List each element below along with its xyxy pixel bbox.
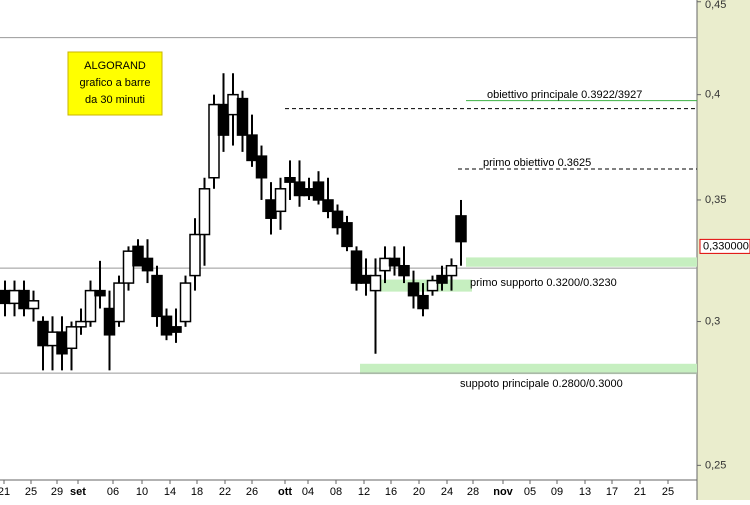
x-tick-label: 26	[246, 486, 258, 498]
candle-body	[37, 320, 49, 347]
x-tick-label: 20	[413, 486, 425, 498]
x-tick-label: 25	[25, 486, 37, 498]
chart-title: da 30 minuti	[85, 94, 145, 106]
candle-body	[18, 289, 30, 310]
x-tick-label: 14	[164, 486, 176, 498]
candle-body	[246, 134, 258, 162]
candle-body	[388, 257, 401, 267]
x-tick-label: 06	[107, 486, 119, 498]
candle-body	[208, 103, 220, 179]
candle-body	[179, 282, 192, 323]
candle-body	[8, 289, 21, 305]
candle-body	[217, 103, 230, 136]
annotation: obiettivo principale 0.3922/3927	[487, 89, 642, 101]
annotation: primo supporto 0.3200/0.3230	[470, 277, 617, 289]
x-tick-label: 21	[634, 486, 646, 498]
y-tick-label: 0,45	[705, 0, 726, 11]
candle-body	[341, 222, 353, 248]
candle-body	[151, 274, 163, 318]
candle-body	[274, 188, 287, 213]
candle-body	[141, 257, 154, 272]
y-tick-label: 0,25	[705, 459, 726, 471]
candle-body	[132, 245, 144, 267]
x-tick-label: 24	[441, 486, 453, 498]
candle-body	[227, 93, 239, 116]
candle-body	[417, 294, 429, 310]
x-tick-label: 28	[467, 486, 479, 498]
x-tick-label: 29	[51, 486, 63, 498]
candle-body	[84, 289, 97, 323]
x-tick-label: 10	[136, 486, 148, 498]
x-tick-label: 05	[524, 486, 536, 498]
candle-body	[312, 181, 325, 201]
candle-body	[426, 279, 439, 292]
annotation: suppoto principale 0.2800/0.3000	[460, 378, 623, 390]
x-tick-label: 21	[0, 486, 10, 498]
candle-body	[65, 326, 78, 350]
x-tick-label: 13	[579, 486, 591, 498]
x-tick-label: 25	[662, 486, 674, 498]
chart-title: ALGORAND	[84, 60, 146, 72]
y-tick-label: 0,3	[705, 315, 720, 327]
x-tick-label: 12	[358, 486, 370, 498]
candle-body	[160, 315, 173, 336]
support-zone	[360, 363, 697, 375]
candle-body	[103, 307, 116, 336]
chart-title: grafico a barre	[80, 77, 151, 89]
x-tick-label: 04	[302, 486, 314, 498]
annotation: primo obiettivo 0.3625	[483, 157, 591, 169]
x-tick-label: 17	[606, 486, 618, 498]
candle-body	[407, 282, 420, 297]
candle-body	[56, 331, 68, 355]
candle-body	[113, 282, 125, 323]
candle-body	[170, 326, 182, 333]
candle-body	[46, 331, 59, 347]
candle-body	[379, 257, 391, 272]
candle-body	[322, 199, 334, 213]
last-price-label: 0,330000	[703, 240, 749, 252]
y-tick-label: 0,35	[705, 194, 726, 206]
candle-body	[455, 215, 467, 243]
x-tick-label: 16	[385, 486, 397, 498]
candle-body	[27, 300, 40, 310]
x-tick-label: ott	[278, 486, 292, 498]
candle-body	[236, 97, 249, 136]
candle-body	[398, 264, 410, 277]
last-price-box	[699, 238, 750, 254]
support-zone	[466, 257, 697, 267]
candle-body	[284, 176, 296, 183]
candle-body	[122, 250, 135, 284]
x-tick-label: 22	[219, 486, 231, 498]
candle-body	[436, 274, 448, 284]
candle-body	[369, 274, 382, 292]
support-zone	[380, 279, 472, 292]
x-tick-label: 18	[191, 486, 203, 498]
candle-body	[0, 289, 11, 305]
x-tick-label: nov	[493, 486, 513, 498]
title-box	[67, 51, 163, 116]
candle-body	[445, 264, 458, 277]
candle-body	[189, 233, 201, 277]
candle-body	[94, 289, 106, 297]
x-tick-label: 09	[551, 486, 563, 498]
x-tick-label: 08	[330, 486, 342, 498]
candle-body	[360, 274, 372, 284]
candle-body	[303, 188, 315, 197]
candle-body	[331, 210, 344, 229]
candle-body	[265, 199, 277, 219]
candle-body	[350, 250, 363, 284]
candle-body	[293, 181, 306, 197]
candle-body	[255, 155, 268, 179]
x-tick-label: set	[70, 486, 86, 498]
y-tick-label: 0,4	[705, 89, 720, 101]
candle-body	[198, 188, 211, 236]
candle-body	[75, 320, 87, 328]
